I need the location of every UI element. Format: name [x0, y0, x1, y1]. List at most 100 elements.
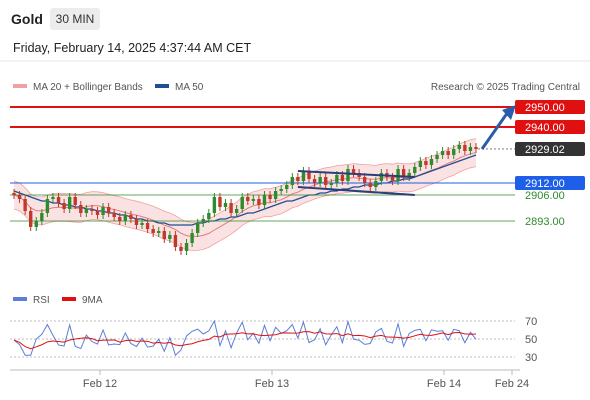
level-tag-2940.00: [515, 120, 585, 134]
level-label-2940.00: 2940.00: [525, 122, 565, 134]
candle: [413, 167, 417, 173]
candle: [424, 161, 428, 165]
candle: [79, 205, 83, 213]
candle: [229, 203, 233, 213]
candle: [396, 169, 400, 181]
rsi-ma-legend-label: 9MA: [82, 295, 103, 306]
candle: [329, 183, 333, 185]
candle: [129, 215, 133, 219]
rsi-legend-swatch: [13, 297, 27, 301]
x-axis: Feb 12 Feb 13 Feb 14 Feb 24: [83, 370, 529, 390]
candle: [251, 199, 256, 201]
candle: [318, 177, 322, 183]
candle: [346, 169, 350, 181]
candle: [162, 231, 166, 239]
timeframe-badge[interactable]: 30 MIN: [50, 8, 100, 30]
level-label-2929.02: 2929.02: [525, 144, 565, 156]
candle: [474, 147, 478, 149]
candle: [418, 161, 423, 167]
candle: [234, 209, 239, 213]
projection-arrow: [480, 111, 510, 150]
candle: [95, 211, 100, 215]
candle: [401, 169, 406, 177]
candle: [463, 145, 467, 151]
candle: [112, 213, 116, 217]
candle: [407, 173, 411, 177]
candle: [379, 173, 384, 181]
channel-upper: [297, 170, 415, 178]
candle: [279, 189, 283, 191]
candle: [301, 171, 306, 181]
candle: [362, 177, 367, 183]
candle: [207, 213, 211, 219]
candle: [212, 197, 217, 213]
candle: [335, 175, 339, 183]
projection-arrowhead: [502, 105, 516, 120]
candle: [290, 177, 295, 185]
candle: [246, 197, 250, 201]
rsi-tick-70: 70: [525, 316, 537, 328]
candle: [351, 169, 356, 173]
level-label-2906.00: 2906.00: [525, 190, 565, 202]
candle: [45, 199, 50, 213]
bollinger-lower: [13, 166, 477, 251]
candle: [340, 175, 345, 181]
ma50-legend-label: MA 50: [175, 82, 204, 93]
level-tag-2929.02: [515, 141, 585, 156]
candle: [390, 177, 395, 181]
rsi-panel: 70 50 30: [10, 316, 537, 364]
candle: [268, 195, 272, 199]
candle: [240, 197, 244, 209]
level-tag-2950.00: [515, 100, 585, 114]
candle: [468, 147, 473, 151]
candle: [118, 217, 122, 221]
candle: [73, 197, 77, 205]
channel-lower: [297, 186, 415, 196]
ma50-legend-swatch: [155, 84, 169, 88]
candle: [28, 211, 33, 227]
candle: [262, 195, 267, 205]
candle: [123, 215, 128, 221]
candle: [273, 191, 278, 199]
candle: [145, 223, 150, 229]
candle: [34, 221, 38, 227]
x-tick-label: Feb 24: [495, 378, 529, 390]
candle: [12, 193, 16, 195]
candle: [157, 231, 161, 233]
candle: [179, 247, 183, 251]
candle: [457, 145, 462, 149]
level-label-2950.00: 2950.00: [525, 102, 565, 114]
bollinger-legend-label: MA 20 + Bollinger Bands: [33, 82, 143, 93]
candle: [168, 235, 172, 239]
rsi-tick-50: 50: [525, 334, 537, 346]
bollinger-legend-swatch: [13, 84, 27, 88]
bollinger-upper: [13, 138, 477, 223]
rsi-ma-line: [13, 331, 477, 350]
candle: [223, 203, 228, 207]
rsi-line: [13, 319, 477, 357]
rsi-legend-label: RSI: [33, 295, 50, 306]
bollinger-band: [14, 138, 476, 251]
candle: [173, 235, 178, 247]
chart-header: Gold 30 MIN: [0, 0, 590, 38]
x-tick-label: Feb 13: [255, 378, 289, 390]
candle: [140, 223, 144, 225]
candle: [312, 179, 317, 183]
candle: [84, 209, 89, 213]
instrument-title: Gold: [11, 11, 43, 27]
candle: [106, 207, 111, 213]
candle: [184, 243, 189, 251]
candle: [446, 151, 450, 155]
candle: [56, 197, 61, 203]
candle: [201, 219, 205, 223]
level-label-2912.00: 2912.00: [525, 178, 565, 190]
candle: [374, 181, 378, 187]
source-label: Research © 2025 Trading Central: [431, 82, 580, 93]
rsi-ma-legend-swatch: [62, 297, 76, 301]
candle: [17, 195, 22, 199]
candle: [151, 229, 155, 233]
candle: [435, 155, 439, 159]
candle: [218, 197, 222, 207]
